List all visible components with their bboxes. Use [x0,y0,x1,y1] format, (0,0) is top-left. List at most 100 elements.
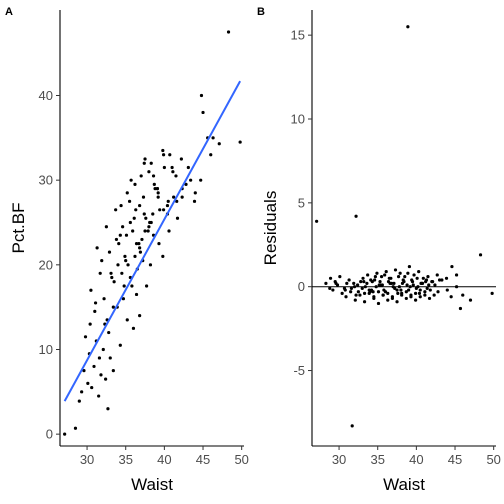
data-point [211,136,215,140]
data-point [427,283,431,287]
data-point [380,283,384,287]
y-tick-label: 0 [298,279,305,294]
data-point [165,203,170,208]
data-point [63,432,67,436]
panel-b-tag: B [257,6,265,18]
data-point [140,237,144,242]
data-point [373,275,377,279]
data-point [175,216,180,220]
data-point [365,281,369,285]
data-point [124,233,129,237]
data-point [386,291,390,295]
data-point [401,278,405,282]
data-point [83,335,88,339]
data-point [127,199,132,203]
data-point [172,195,176,199]
data-point [152,182,156,186]
data-point [340,291,344,295]
data-point [362,291,367,295]
data-point [107,330,111,335]
data-point [444,276,449,280]
data-point [116,263,120,267]
data-point [363,285,367,289]
data-point [352,285,357,289]
x-tick-label: 50 [486,452,500,467]
data-point [454,285,459,289]
data-point [345,281,349,285]
data-point [373,278,377,282]
data-point [395,288,399,292]
data-point [406,271,410,275]
data-point [413,298,418,302]
data-point [122,284,126,288]
data-point [366,273,370,277]
data-point [411,283,415,287]
data-point [121,297,125,301]
data-point [142,212,146,216]
data-point [86,381,90,385]
data-point [179,157,183,161]
data-point [124,258,128,263]
data-point [338,275,342,279]
data-point [384,270,388,274]
data-point [133,254,137,258]
data-point [168,153,172,157]
data-point [199,93,204,98]
data-point [369,278,373,282]
data-point [430,280,434,284]
data-point [396,291,400,295]
data-point [143,229,147,233]
data-point [129,178,133,182]
data-point [93,301,98,305]
data-point [93,309,97,313]
y-tick-label: 10 [291,112,305,127]
data-point [157,242,161,246]
data-point [95,246,99,250]
panel-a-y-axis-title: Pct.BF [9,202,28,253]
data-point [141,195,146,199]
data-point [358,293,362,297]
data-point [436,290,440,294]
x-tick-label: 45 [448,452,462,467]
panel-a: A 30 35 40 45 50 0 10 20 30 40 Waist Pct.BF [5,6,249,494]
y-tick-label: 15 [291,28,305,43]
data-point [134,292,139,297]
data-point [101,347,105,352]
data-point [125,191,129,195]
data-point [440,278,444,282]
data-point [238,140,242,144]
data-point [226,30,231,34]
data-point [139,174,143,178]
data-point [417,270,421,274]
data-point [406,25,410,29]
data-point [331,288,335,292]
data-point [109,271,113,275]
data-point [90,385,94,390]
data-point [151,174,156,178]
data-point [376,301,381,306]
data-point [99,373,103,377]
data-point [387,276,391,280]
data-point [426,275,430,279]
data-point [383,273,387,277]
data-point [89,288,93,292]
data-point [146,229,150,233]
data-point [77,399,81,403]
data-point [454,273,459,277]
data-point [405,283,409,287]
data-point [315,219,319,223]
data-point [138,203,142,208]
data-point [138,314,142,318]
data-point [449,295,453,299]
x-tick-label: 50 [234,452,248,467]
data-point [356,290,360,294]
data-point [88,322,92,326]
panel-b-y-axis-title: Residuals [261,191,280,266]
data-point [425,286,429,290]
data-point [400,293,404,297]
data-point [367,288,371,292]
data-point [82,369,86,373]
data-point [490,291,494,295]
